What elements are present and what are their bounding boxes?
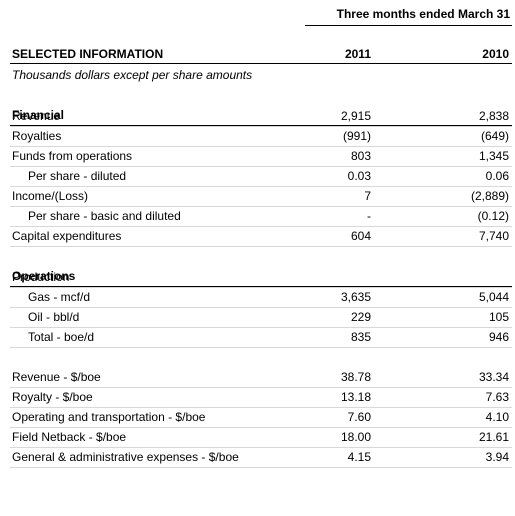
- row-rule: [10, 246, 512, 247]
- row-rule: [10, 447, 512, 448]
- subtitle: Thousands dollars except per share amoun…: [12, 68, 253, 82]
- cell-value: 0.06: [485, 169, 509, 183]
- rule: [305, 25, 512, 26]
- row-rule: [10, 307, 512, 308]
- row-rule: [10, 126, 512, 127]
- cell-value: 604: [350, 229, 371, 243]
- row-label: Total - boe/d: [28, 330, 95, 344]
- row-rule: [10, 387, 512, 388]
- cell-value: 1,345: [478, 149, 509, 163]
- cell-value: 0.03: [347, 169, 371, 183]
- row-label: Operating and transportation - $/boe: [12, 410, 206, 424]
- row-label: Funds from operations: [12, 149, 133, 163]
- row-label: Per share - basic and diluted: [28, 209, 181, 223]
- row-rule: [10, 407, 512, 408]
- row-rule: [10, 427, 512, 428]
- cell-value: 18.00: [340, 430, 371, 444]
- cell-value: (2,889): [470, 189, 509, 203]
- row-rule: [10, 146, 512, 147]
- cell-value: 105: [488, 310, 509, 324]
- section-title: Financial: [12, 108, 65, 122]
- cell-value: 21.61: [478, 430, 509, 444]
- cell-value: 33.34: [478, 370, 509, 384]
- row-label: Production: [12, 270, 70, 284]
- rule: [10, 63, 512, 64]
- cell-value: 229: [350, 310, 371, 324]
- row-rule: [10, 226, 512, 227]
- cell-value: -: [367, 209, 371, 223]
- row-rule: [10, 186, 512, 187]
- row-label: General & administrative expenses - $/bo…: [12, 450, 239, 464]
- cell-value: 4.15: [347, 450, 371, 464]
- cell-value: 4.10: [485, 410, 509, 424]
- row-rule: [10, 327, 512, 328]
- cell-value: 2,915: [340, 109, 371, 123]
- cell-value: 946: [488, 330, 509, 344]
- row-rule: [10, 347, 512, 348]
- row-label: Capital expenditures: [12, 229, 122, 243]
- row-label: Revenue - $/boe: [12, 370, 101, 384]
- cell-value: 803: [350, 149, 371, 163]
- row-rule: [10, 287, 512, 288]
- table-title: SELECTED INFORMATION: [12, 47, 164, 61]
- row-label: Per share - diluted: [28, 169, 127, 183]
- row-label: Income/(Loss): [12, 189, 89, 203]
- cell-value: 7.60: [347, 410, 371, 424]
- cell-value: 3.94: [485, 450, 509, 464]
- cell-value: 38.78: [340, 370, 371, 384]
- cell-value: 5,044: [478, 290, 509, 304]
- period-header: Three months ended March 31: [336, 7, 510, 21]
- cell-value: (649): [480, 129, 509, 143]
- section-title: Operations: [12, 269, 76, 283]
- column-header: 2010: [482, 47, 509, 61]
- row-label: Royalties: [12, 129, 62, 143]
- row-rule: [10, 166, 512, 167]
- cell-value: 3,635: [340, 290, 371, 304]
- row-rule: [10, 467, 512, 468]
- rule: [10, 286, 512, 287]
- cell-value: 835: [350, 330, 371, 344]
- cell-value: (0.12): [477, 209, 509, 223]
- cell-value: 7.63: [485, 390, 509, 404]
- rule: [10, 125, 512, 126]
- row-label: Oil - bbl/d: [28, 310, 80, 324]
- cell-value: 7: [364, 189, 371, 203]
- row-label: Field Netback - $/boe: [12, 430, 127, 444]
- cell-value: 7,740: [478, 229, 509, 243]
- row-rule: [10, 206, 512, 207]
- row-label: Gas - mcf/d: [28, 290, 91, 304]
- column-header: 2011: [344, 47, 371, 61]
- cell-value: 13.18: [340, 390, 371, 404]
- cell-value: (991): [342, 129, 371, 143]
- row-label: Royalty - $/boe: [12, 390, 93, 404]
- cell-value: 2,838: [478, 109, 509, 123]
- row-label: Revenue: [12, 109, 61, 123]
